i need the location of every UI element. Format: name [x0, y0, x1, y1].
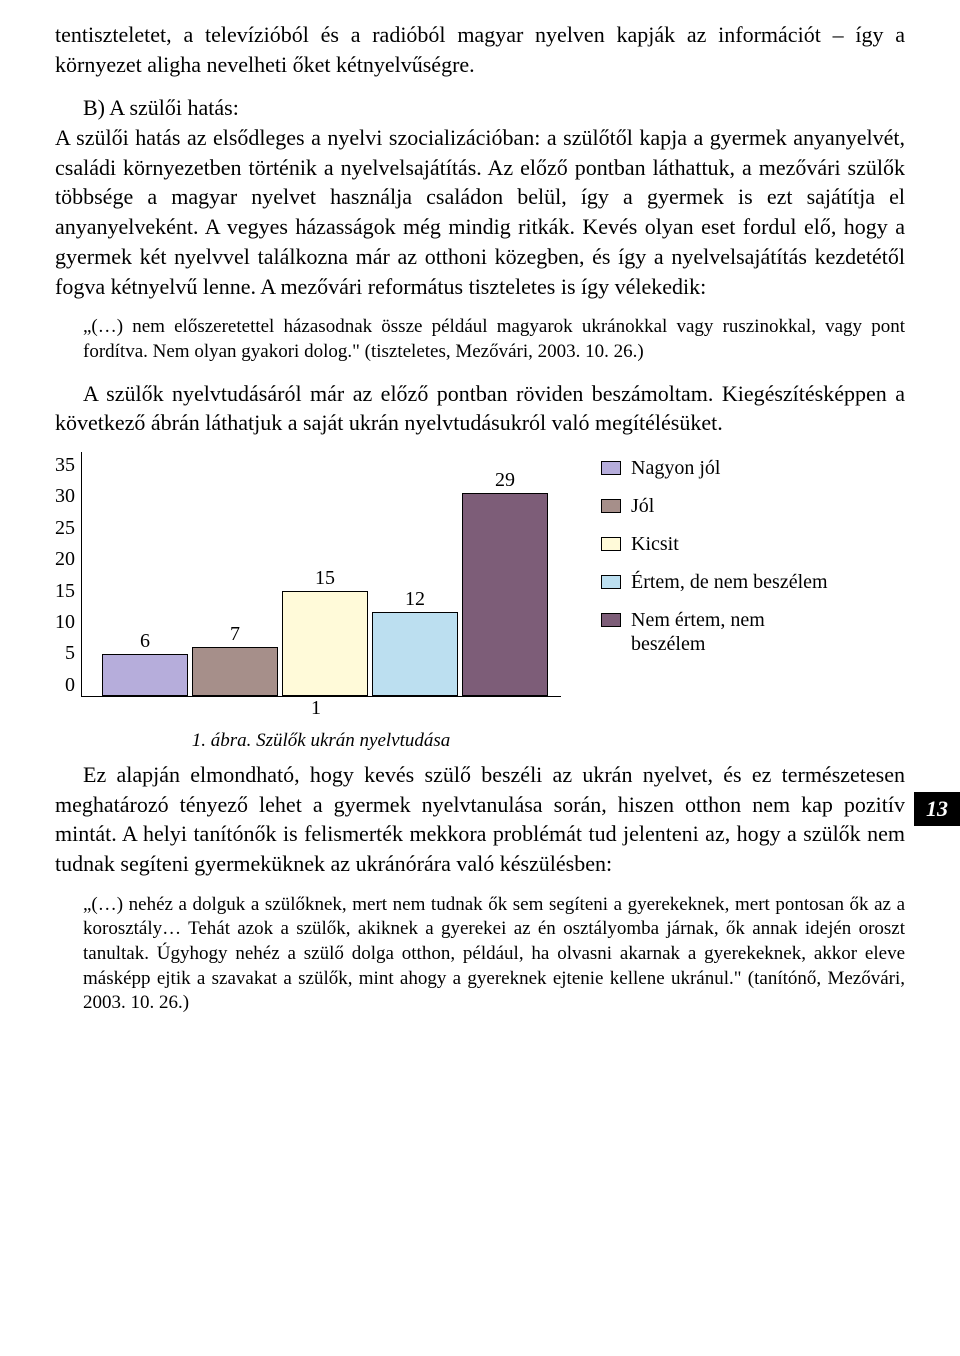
- legend-swatch: [601, 537, 621, 551]
- blockquote-1: „(…) nem előszeretettel házasodnak össze…: [83, 315, 905, 364]
- bar: 12: [372, 612, 458, 696]
- x-axis: 1: [81, 697, 561, 720]
- plot-area: 67151229: [81, 452, 561, 697]
- paragraph-2-3: B) A szülői hatás: A szülői hatás az els…: [55, 93, 905, 301]
- bar: 6: [102, 654, 188, 696]
- bar-value-label: 6: [140, 630, 150, 655]
- legend-label: Kicsit: [631, 532, 679, 556]
- legend-label: Jól: [631, 494, 654, 518]
- legend-label: Nagyon jól: [631, 456, 720, 480]
- bar-value-label: 15: [315, 567, 335, 592]
- legend-item: Kicsit: [601, 532, 841, 556]
- bar-value-label: 7: [230, 623, 240, 648]
- y-tick: 35: [55, 454, 75, 477]
- bar: 29: [462, 493, 548, 696]
- legend-label: Nem értem, nem beszélem: [631, 608, 841, 656]
- paragraph-1: tentiszteletet, a televízióból és a radi…: [55, 20, 905, 79]
- y-tick: 25: [55, 517, 75, 540]
- paragraph-3: A szülői hatás az elsődleges a nyelvi sz…: [55, 125, 905, 298]
- paragraph-4: A szülők nyelvtudásáról már az előző pon…: [55, 379, 905, 438]
- chart-caption: 1. ábra. Szülők ukrán nyelvtudása: [81, 730, 561, 752]
- y-axis: 35 30 25 20 15 10 5 0: [55, 452, 81, 697]
- y-tick: 10: [55, 611, 75, 634]
- legend-item: Értem, de nem beszélem: [601, 570, 841, 594]
- bar-value-label: 29: [495, 469, 515, 494]
- section-b-heading: B) A szülői hatás:: [83, 95, 239, 120]
- y-tick: 5: [55, 642, 75, 665]
- y-tick: 30: [55, 485, 75, 508]
- legend-item: Nem értem, nem beszélem: [601, 608, 841, 656]
- bar-chart: 35302520151050 67151229 1 1. ábra. Szülő…: [55, 452, 905, 752]
- bar: 7: [192, 647, 278, 696]
- y-tick: 15: [55, 580, 75, 603]
- y-tick: 0: [55, 674, 75, 697]
- legend-item: Jól: [601, 494, 841, 518]
- paragraph-5: Ez alapján elmondható, hogy kevés szülő …: [55, 760, 905, 879]
- page-number: 13: [914, 792, 960, 826]
- legend-swatch: [601, 575, 621, 589]
- y-tick: 20: [55, 548, 75, 571]
- bar-value-label: 12: [405, 588, 425, 613]
- legend-swatch: [601, 499, 621, 513]
- legend-swatch: [601, 613, 621, 627]
- legend: Nagyon jól Jól Kicsit Értem, de nem beszéle…: [601, 452, 841, 670]
- blockquote-2: „(…) nehéz a dolguk a szülőknek, mert ne…: [83, 893, 905, 1016]
- x-tick: 1: [81, 697, 551, 720]
- legend-item: Nagyon jól: [601, 456, 841, 480]
- legend-swatch: [601, 461, 621, 475]
- bar: 15: [282, 591, 368, 696]
- legend-label: Értem, de nem beszélem: [631, 570, 828, 594]
